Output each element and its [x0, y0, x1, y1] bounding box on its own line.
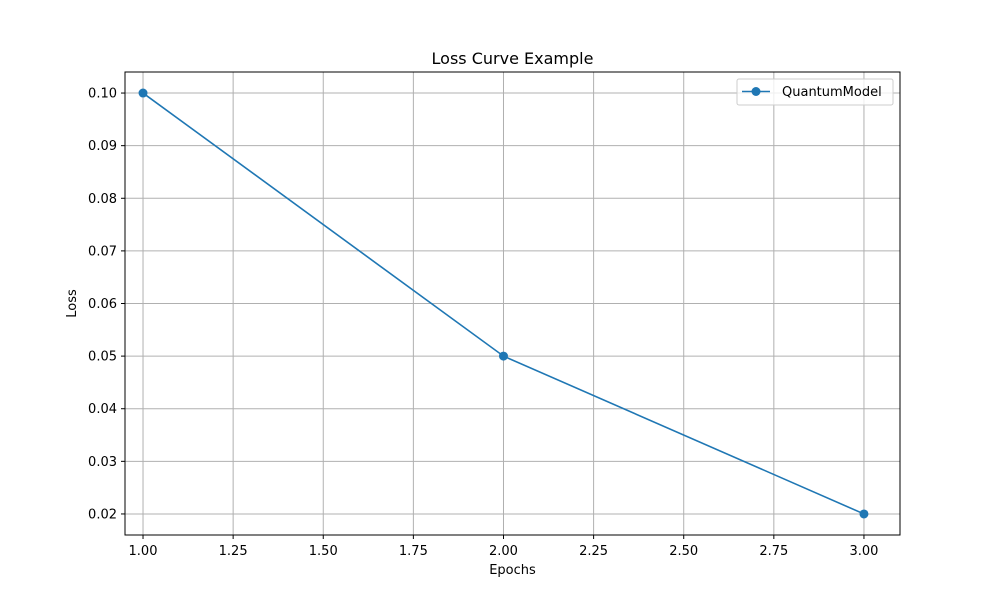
data-point	[498, 351, 508, 361]
x-tick-label: 1.75	[399, 544, 428, 559]
grid	[125, 72, 900, 535]
y-tick-label: 0.10	[88, 87, 117, 102]
x-tick-label: 2.00	[489, 544, 518, 559]
y-tick-label: 0.08	[88, 192, 117, 207]
x-tick-label: 2.75	[759, 544, 788, 559]
y-tick-label: 0.04	[88, 402, 117, 417]
legend: QuantumModel	[736, 78, 894, 106]
chart-title: Loss Curve Example	[432, 49, 594, 68]
axes-frame	[124, 71, 901, 536]
y-tick-label: 0.03	[88, 455, 117, 470]
x-tick-label: 1.25	[219, 544, 248, 559]
axis-ticks: 1.00 1.25 1.50 1.75 2.00 2.25 2.50 2.75 3.00 0.02…	[88, 87, 878, 559]
legend-box	[736, 78, 894, 106]
data-point	[859, 509, 869, 519]
x-tick-label: 1.00	[129, 544, 158, 559]
x-tick-label: 3.00	[849, 544, 878, 559]
y-tick-label: 0.07	[88, 244, 117, 259]
y-tick-label: 0.09	[88, 139, 117, 154]
x-axis-label: Epochs	[489, 563, 536, 578]
x-tick-label: 2.25	[579, 544, 608, 559]
data-point	[138, 88, 148, 98]
y-tick-label: 0.02	[88, 507, 117, 522]
y-axis-label: Loss	[65, 289, 80, 318]
y-tick-label: 0.05	[88, 350, 117, 365]
legend-marker-swatch	[751, 87, 761, 96]
legend-label: QuantumModel	[782, 85, 882, 100]
series-layer	[138, 88, 869, 519]
x-tick-label: 1.50	[309, 544, 338, 559]
y-tick-label: 0.06	[88, 297, 117, 312]
x-tick-label: 2.50	[669, 544, 698, 559]
